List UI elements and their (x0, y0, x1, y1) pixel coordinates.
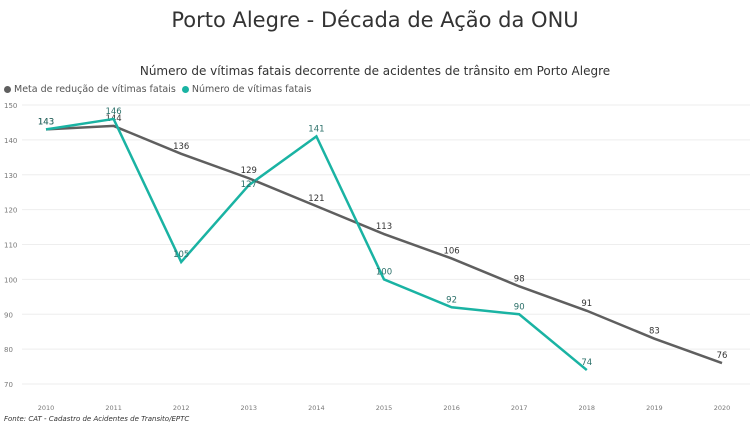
series-line-1 (45, 117, 588, 372)
y-tick-label: 140 (4, 137, 17, 145)
y-tick-label: 110 (4, 242, 17, 250)
legend: Meta de redução de vítimas fatais Número… (4, 84, 311, 95)
y-tick-label: 150 (4, 102, 17, 110)
x-tick-label: 2010 (38, 404, 55, 412)
data-label: 143 (38, 117, 54, 127)
x-tick-label: 2020 (714, 404, 731, 412)
x-tick-label: 2019 (646, 404, 663, 412)
data-label: 105 (173, 250, 189, 260)
legend-marker (4, 86, 11, 93)
data-label: 74 (581, 358, 592, 368)
x-tick-label: 2011 (105, 404, 122, 412)
source-note: Fonte: CAT - Cadastro de Acidentes de Tr… (4, 415, 190, 423)
y-tick-label: 100 (4, 276, 17, 284)
legend-marker (181, 86, 189, 93)
data-label: 76 (717, 351, 728, 361)
x-tick-label: 2012 (173, 404, 190, 412)
x-tick-label: 2015 (376, 404, 393, 412)
x-tick-label: 2013 (241, 404, 258, 412)
y-tick-label: 120 (4, 207, 17, 215)
data-label: 90 (514, 302, 525, 312)
data-label: 106 (443, 246, 459, 256)
legend-label: Meta de redução de vítimas fatais (14, 84, 176, 95)
legend-item-meta[interactable]: Meta de redução de vítimas fatais (4, 84, 176, 95)
x-tick-label: 2018 (579, 404, 596, 412)
data-label: 146 (105, 107, 121, 117)
page-title: Porto Alegre - Década de Ação da ONU (171, 8, 579, 32)
data-label: 98 (514, 274, 525, 284)
series-line-0 (45, 124, 723, 365)
data-label: 143 (38, 117, 54, 127)
data-label: 92 (446, 295, 457, 305)
y-tick-label: 70 (4, 381, 13, 389)
data-label: 91 (581, 299, 592, 309)
data-label: 83 (649, 327, 660, 337)
legend-item-vitimas[interactable]: Número de vítimas fatais (181, 84, 312, 95)
data-label: 141 (308, 124, 324, 134)
data-label: 127 (241, 180, 257, 190)
legend-label: Número de vítimas fatais (191, 84, 312, 95)
data-label: 121 (308, 194, 324, 204)
data-label: 129 (241, 166, 257, 176)
x-tick-label: 2014 (308, 404, 325, 412)
data-label: 136 (173, 142, 189, 152)
chart-title: Número de vítimas fatais decorrente de a… (139, 64, 611, 78)
data-label: 113 (376, 222, 392, 232)
data-label: 100 (376, 267, 392, 277)
x-tick-label: 2017 (511, 404, 528, 412)
y-tick-label: 80 (4, 346, 13, 354)
y-tick-label: 90 (4, 311, 13, 319)
x-tick-label: 2016 (443, 404, 460, 412)
y-tick-label: 130 (4, 172, 17, 180)
